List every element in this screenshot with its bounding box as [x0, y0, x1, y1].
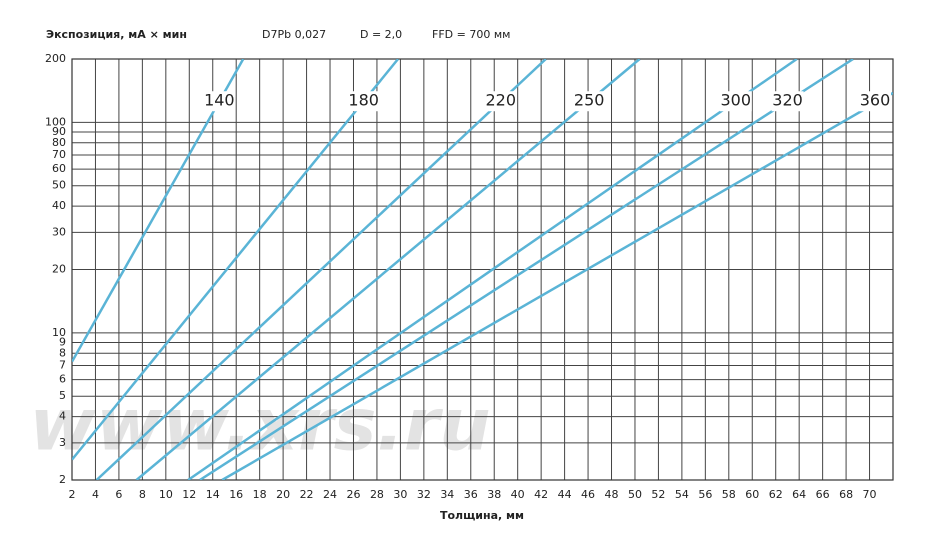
- y-tick-label: 10: [52, 326, 66, 339]
- y-tick-label: 80: [52, 136, 66, 149]
- label-bg: [484, 91, 517, 112]
- x-tick-label: 58: [722, 488, 736, 501]
- label-bg: [859, 91, 891, 112]
- x-tick-label: 50: [628, 488, 642, 501]
- x-tick-label: 4: [92, 488, 99, 501]
- x-tick-label: 46: [581, 488, 595, 501]
- x-tick-label: 10: [159, 488, 173, 501]
- x-tick-label: 70: [863, 488, 877, 501]
- annotation: D7Pb 0,027: [262, 28, 326, 41]
- line: [221, 91, 893, 480]
- x-tick-label: 48: [605, 488, 619, 501]
- chart-title: Экспозиция, мА × мин: [46, 28, 187, 41]
- x-tick-label: 42: [534, 488, 548, 501]
- label-bg: [719, 91, 752, 112]
- x-tick-label: 66: [816, 488, 830, 501]
- y-tick-label: 5: [59, 389, 66, 402]
- label-bg: [573, 91, 606, 112]
- x-tick-label: 32: [417, 488, 431, 501]
- y-tick-label: 100: [45, 115, 66, 128]
- y-tick-label: 7: [59, 358, 66, 371]
- y-tick-label: 200: [45, 52, 66, 65]
- x-tick-label: 68: [839, 488, 853, 501]
- x-tick-label: 62: [769, 488, 783, 501]
- x-tick-label: 36: [464, 488, 478, 501]
- x-tick-label: 52: [651, 488, 665, 501]
- x-axis-label: Толщина, мм: [440, 509, 524, 522]
- y-tick-label: 60: [52, 162, 66, 175]
- y-tick-label: 50: [52, 179, 66, 192]
- y-tick-label: 4: [59, 410, 66, 423]
- x-tick-label: 38: [487, 488, 501, 501]
- x-tick-label: 6: [115, 488, 122, 501]
- annotation: D = 2,0: [360, 28, 402, 41]
- annotation: FFD = 700 мм: [432, 28, 510, 41]
- legend-label: 250: [574, 91, 605, 110]
- x-tick-label: 30: [393, 488, 407, 501]
- x-tick-label: 40: [511, 488, 525, 501]
- y-tick-label: 70: [52, 148, 66, 161]
- plot-frame: [71, 58, 894, 481]
- y-tick-label: 3: [59, 436, 66, 449]
- line: [135, 59, 641, 480]
- label-bg: [347, 91, 380, 112]
- x-tick-label: 54: [675, 488, 689, 501]
- line: [199, 59, 854, 480]
- x-tick-label: 34: [440, 488, 454, 501]
- x-tick-label: 22: [300, 488, 314, 501]
- y-tick-label: 8: [59, 346, 66, 359]
- line: [95, 59, 547, 480]
- x-tick-label: 64: [792, 488, 806, 501]
- x-tick-label: 44: [558, 488, 572, 501]
- x-tick-label: 28: [370, 488, 384, 501]
- y-tick-label: 2: [59, 473, 66, 486]
- x-tick-label: 20: [276, 488, 290, 501]
- y-tick-label: 20: [52, 263, 66, 276]
- label-bg: [771, 91, 804, 112]
- legend-label: 180: [348, 91, 379, 110]
- line: [187, 59, 798, 480]
- y-tick-label: 40: [52, 199, 66, 212]
- legend-label: 360: [860, 91, 891, 110]
- x-tick-label: 18: [253, 488, 267, 501]
- y-tick-label: 6: [59, 373, 66, 386]
- legend-label: 300: [720, 91, 751, 110]
- y-tick-label: 30: [52, 225, 66, 238]
- x-tick-label: 60: [745, 488, 759, 501]
- x-tick-label: 12: [182, 488, 196, 501]
- x-tick-label: 24: [323, 488, 337, 501]
- x-tick-label: 56: [698, 488, 712, 501]
- x-tick-label: 16: [229, 488, 243, 501]
- x-tick-label: 8: [139, 488, 146, 501]
- legend-label: 320: [772, 91, 803, 110]
- label-bg: [203, 91, 236, 112]
- y-tick-label: 9: [59, 335, 66, 348]
- legend-label: 220: [485, 91, 516, 110]
- x-tick-label: 2: [69, 488, 76, 501]
- line: [72, 59, 400, 461]
- legend-label: 140: [204, 91, 235, 110]
- x-tick-label: 26: [346, 488, 360, 501]
- x-tick-label: 14: [206, 488, 220, 501]
- y-tick-label: 90: [52, 125, 66, 138]
